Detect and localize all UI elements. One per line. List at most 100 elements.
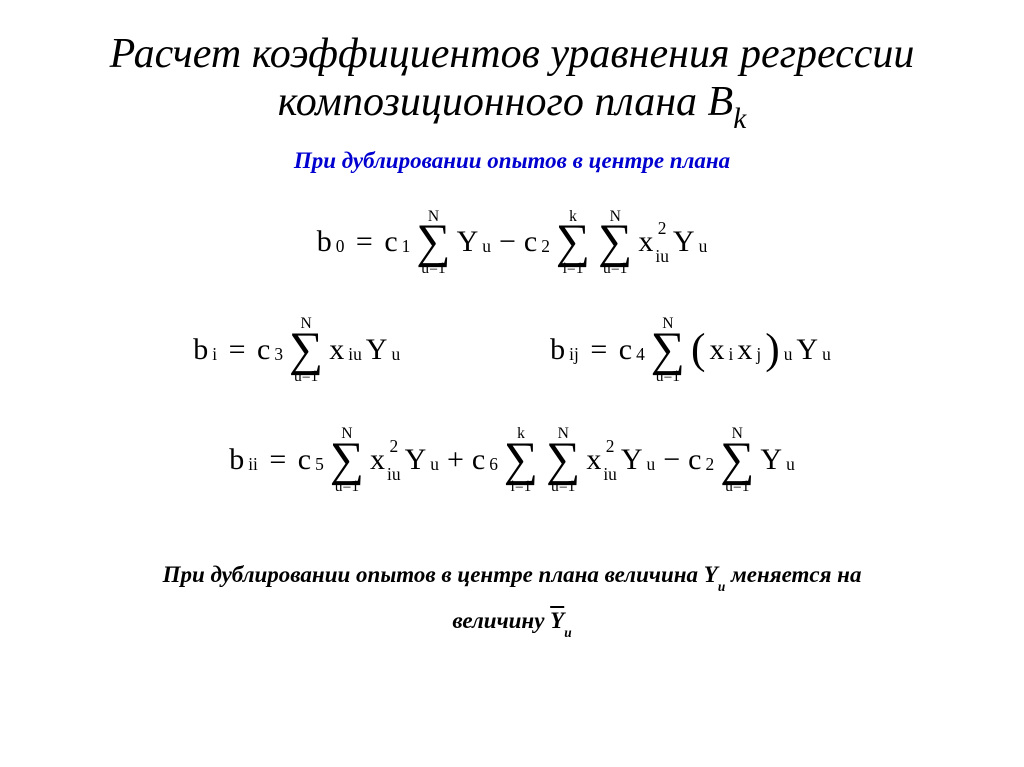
- footer-note: При дублировании опытов в центре плана в…: [25, 552, 999, 644]
- equation-bi: bi = c3 N ∑ u=1 xiu Yu: [193, 316, 400, 384]
- bii-c5-sub: 5: [315, 454, 324, 475]
- bi-y: Y: [366, 333, 388, 367]
- bii-c5: c: [298, 443, 311, 477]
- bii-c2-sub: 2: [706, 454, 715, 475]
- bij-xj: x: [737, 333, 752, 367]
- slide-root: Расчет коэффициентов уравнения регрессии…: [0, 0, 1024, 767]
- bii-t2-x-subsup: 2iu: [603, 445, 617, 476]
- equation-bii: bii = c5 N ∑ u=1 x2iu Yu + c6 k ∑ i=1 N …: [25, 426, 999, 494]
- sum-icon: N ∑ u=1: [598, 209, 632, 277]
- b0-c2-sub: 2: [541, 236, 550, 257]
- sum-bot: i=1: [511, 479, 532, 495]
- sum-icon: N ∑ u=1: [289, 316, 323, 384]
- sub: iu: [387, 467, 401, 483]
- b0-c1-sub: 1: [402, 236, 411, 257]
- sup: 2: [603, 439, 617, 455]
- bii-c2: c: [688, 443, 701, 477]
- bij-paren-sub: u: [784, 344, 793, 365]
- sum-bot: u=1: [725, 479, 749, 495]
- footer-y: Y: [550, 608, 564, 633]
- b0-t2-y: Y: [673, 225, 695, 259]
- bii-c6: c: [472, 443, 485, 477]
- footer-line2-sub: u: [564, 625, 571, 640]
- bii-t1-x: x: [370, 443, 385, 477]
- b0-lhs-var: b: [317, 225, 332, 259]
- b0-x-subsup: 2iu: [655, 227, 669, 258]
- bii-t3-y-sub: u: [786, 454, 795, 475]
- b0-c2: c: [524, 225, 537, 259]
- bii-lhs-sub: ii: [248, 454, 258, 475]
- sigma: ∑: [416, 222, 450, 263]
- sum-bot: u=1: [551, 479, 575, 495]
- bi-lhs-sub: i: [212, 344, 217, 365]
- bi-x: x: [329, 333, 344, 367]
- title-line2-prefix: композиционного плана В: [278, 79, 733, 125]
- title-line2-sub: k: [733, 103, 746, 135]
- sigma: ∑: [330, 440, 364, 481]
- footer-line1-prefix: При дублировании опытов в центре плана в…: [163, 562, 718, 587]
- slide-title: Расчет коэффициентов уравнения регрессии…: [25, 30, 999, 134]
- sum-icon: N ∑ u=1: [416, 209, 450, 277]
- bij-lhs-sub: ij: [569, 344, 579, 365]
- sum-bot: u=1: [335, 479, 359, 495]
- bii-t1-y: Y: [405, 443, 427, 477]
- footer-line1-sub: u: [718, 579, 725, 594]
- bii-t2-x: x: [586, 443, 601, 477]
- bij-c4: c: [619, 333, 632, 367]
- sub: iu: [603, 467, 617, 483]
- bi-y-sub: u: [391, 344, 400, 365]
- bi-c3-sub: 3: [274, 344, 283, 365]
- sum-icon: N ∑ u=1: [330, 426, 364, 494]
- sup: 2: [655, 221, 669, 237]
- bii-t1-x-subsup: 2iu: [387, 445, 401, 476]
- bii-t2-y: Y: [621, 443, 643, 477]
- footer-line1-suffix: меняется на: [725, 562, 861, 587]
- bij-c4-sub: 4: [636, 344, 645, 365]
- sigma: ∑: [289, 330, 323, 371]
- equals-sign: =: [262, 443, 294, 477]
- bii-lhs: b: [229, 443, 244, 477]
- footer-line2-prefix: величину: [452, 608, 550, 633]
- sum-icon: k ∑ i=1: [504, 426, 538, 494]
- bi-c3: c: [257, 333, 270, 367]
- sigma: ∑: [720, 440, 754, 481]
- bii-c6-sub: 6: [489, 454, 498, 475]
- bii-t3-y: Y: [760, 443, 782, 477]
- sigma: ∑: [651, 330, 685, 371]
- b0-t1-y-sub: u: [482, 236, 491, 257]
- bij-xj-sub: j: [756, 344, 761, 365]
- plus: +: [447, 443, 464, 477]
- sum-bot: u=1: [603, 261, 627, 277]
- sum-icon: N ∑ u=1: [651, 316, 685, 384]
- bi-x-sub: iu: [348, 344, 362, 365]
- sum-bot: u=1: [421, 261, 445, 277]
- b0-t1-y: Y: [457, 225, 479, 259]
- sup: 2: [387, 439, 401, 455]
- b0-x: x: [638, 225, 653, 259]
- bij-lhs: b: [550, 333, 565, 367]
- sub: iu: [655, 249, 669, 265]
- equation-b0: b0 = c1 N ∑ u=1 Yu − c2 k ∑ i=1 N ∑ u=1 …: [25, 209, 999, 277]
- equation-bij: bij = c4 N ∑ u=1 (xixj)u Yu: [550, 316, 831, 384]
- sigma: ∑: [556, 222, 590, 263]
- rparen: ): [765, 332, 780, 367]
- bi-lhs: b: [193, 333, 208, 367]
- sum-icon: k ∑ i=1: [556, 209, 590, 277]
- equation-row-bi-bij: bi = c3 N ∑ u=1 xiu Yu bij = c4 N ∑ u=1 …: [25, 316, 999, 384]
- sigma: ∑: [546, 440, 580, 481]
- sigma: ∑: [504, 440, 538, 481]
- subtitle: При дублировании опытов в центре плана: [25, 148, 999, 174]
- b0-lhs-sub: 0: [336, 236, 345, 257]
- bij-y: Y: [796, 333, 818, 367]
- minus: −: [663, 443, 680, 477]
- lparen: (: [691, 332, 706, 367]
- b0-c1: c: [384, 225, 397, 259]
- sum-icon: N ∑ u=1: [720, 426, 754, 494]
- bii-t2-y-sub: u: [647, 454, 656, 475]
- bij-xi-sub: i: [729, 344, 734, 365]
- b0-t2-y-sub: u: [699, 236, 708, 257]
- equals-sign: =: [221, 333, 253, 367]
- equals-sign: =: [348, 225, 380, 259]
- sigma: ∑: [598, 222, 632, 263]
- minus: −: [499, 225, 516, 259]
